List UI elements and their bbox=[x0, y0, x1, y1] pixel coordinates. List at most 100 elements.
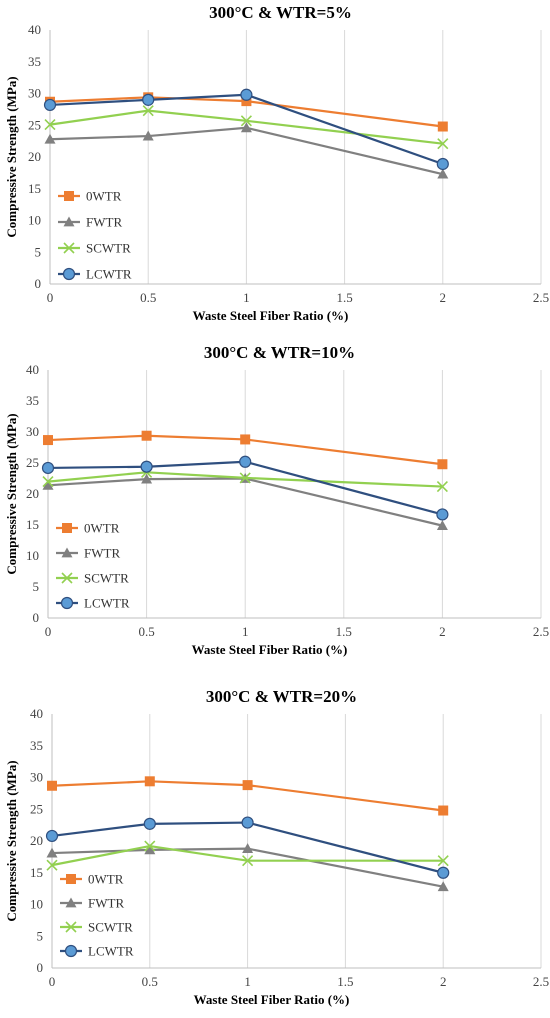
data-point bbox=[240, 115, 252, 127]
legend-marker bbox=[62, 523, 72, 533]
chart-title: 300°C & WTR=5% bbox=[209, 3, 352, 22]
y-tick-label: 15 bbox=[26, 517, 39, 532]
data-point bbox=[239, 472, 251, 484]
data-point bbox=[437, 168, 449, 179]
x-tick-label: 0 bbox=[49, 974, 56, 989]
chart-title: 300°C & WTR=10% bbox=[204, 343, 355, 362]
data-point bbox=[240, 88, 253, 101]
y-tick-label: 0 bbox=[37, 960, 44, 975]
y-tick-label: 20 bbox=[28, 149, 41, 164]
legend-marker bbox=[64, 191, 74, 201]
y-axis-label: Compressive Strength (MPa) bbox=[4, 76, 19, 237]
data-point bbox=[144, 840, 156, 852]
legend-marker bbox=[61, 572, 73, 584]
series-0WTR bbox=[47, 776, 449, 816]
legend-label: LCWTR bbox=[86, 267, 132, 282]
series-line bbox=[49, 96, 443, 128]
data-point bbox=[143, 817, 156, 830]
x-tick-label: 1 bbox=[243, 290, 250, 305]
data-point bbox=[142, 93, 155, 106]
data-point bbox=[144, 844, 156, 855]
legend-marker bbox=[65, 897, 77, 908]
y-tick-label: 15 bbox=[30, 865, 43, 880]
data-point bbox=[45, 829, 59, 843]
x-tick-label: 1 bbox=[242, 624, 249, 639]
y-tick-label: 25 bbox=[28, 117, 41, 132]
chart-2: 300°C & WTR=10% 0 5 10 15 20 25 30 35 40 0 0.5 1 1.5 2… bbox=[4, 343, 549, 657]
data-point bbox=[144, 776, 155, 787]
y-axis-label: Compressive Strength (MPa) bbox=[4, 760, 19, 921]
legend: 0WTR FWTR SCWTR LCWTR bbox=[60, 872, 134, 959]
data-point bbox=[141, 430, 152, 441]
data-point bbox=[436, 508, 449, 521]
x-tick-label: 0.5 bbox=[142, 974, 158, 989]
chart-title: 300°C & WTR=20% bbox=[206, 687, 357, 706]
data-point bbox=[436, 157, 449, 171]
data-point bbox=[436, 480, 448, 493]
y-tick-label: 5 bbox=[35, 244, 42, 259]
series-line bbox=[49, 109, 443, 145]
y-tick-label: 15 bbox=[28, 181, 41, 196]
data-point bbox=[47, 780, 57, 791]
data-point bbox=[240, 434, 251, 445]
series-line bbox=[51, 847, 444, 888]
legend: 0WTR FWTR SCWTR LCWTR bbox=[58, 189, 132, 282]
y-tick-label: 25 bbox=[26, 455, 39, 470]
series-SCWTR bbox=[44, 105, 449, 150]
legend-marker bbox=[64, 944, 78, 958]
y-tick-label: 5 bbox=[33, 579, 40, 594]
series-line bbox=[49, 93, 444, 166]
data-point bbox=[437, 866, 450, 879]
data-point bbox=[437, 121, 448, 132]
x-tick-label: 2.5 bbox=[533, 974, 549, 989]
data-point bbox=[242, 843, 254, 854]
y-tick-label: 25 bbox=[30, 801, 43, 816]
data-point bbox=[140, 460, 153, 473]
y-tick-label: 20 bbox=[26, 486, 39, 501]
y-tick-label: 30 bbox=[26, 424, 39, 439]
data-point bbox=[142, 130, 154, 141]
series-FWTR bbox=[46, 843, 449, 892]
y-tick-label: 10 bbox=[28, 213, 41, 228]
y-tick-label: 0 bbox=[33, 610, 40, 625]
legend-marker bbox=[63, 242, 75, 254]
y-axis-label: Compressive Strength (MPa) bbox=[4, 413, 19, 574]
data-point bbox=[437, 855, 449, 867]
x-tick-label: 2.5 bbox=[533, 624, 549, 639]
legend-label: 0WTR bbox=[86, 189, 122, 204]
legend-label: LCWTR bbox=[88, 944, 134, 959]
data-point bbox=[142, 105, 154, 117]
data-point bbox=[46, 847, 58, 858]
x-tick-label: 2.5 bbox=[533, 290, 549, 305]
data-point bbox=[437, 138, 449, 150]
legend-label: 0WTR bbox=[88, 872, 124, 887]
legend-label: FWTR bbox=[84, 546, 120, 561]
y-tick-label: 30 bbox=[30, 770, 43, 785]
y-tick-label: 30 bbox=[28, 86, 41, 101]
y-tick-label: 35 bbox=[30, 738, 43, 753]
data-point bbox=[239, 455, 252, 468]
x-axis-label: Waste Steel Fiber Ratio (%) bbox=[192, 642, 348, 657]
legend-marker bbox=[61, 547, 73, 558]
x-axis-label: Waste Steel Fiber Ratio (%) bbox=[193, 308, 349, 323]
legend-label: SCWTR bbox=[84, 571, 129, 586]
x-tick-label: 2 bbox=[440, 290, 447, 305]
y-tick-label: 20 bbox=[30, 833, 43, 848]
legend-label: SCWTR bbox=[86, 241, 131, 256]
data-point bbox=[44, 119, 56, 131]
data-point bbox=[41, 461, 55, 475]
data-point bbox=[437, 881, 449, 892]
data-point bbox=[438, 805, 449, 816]
x-tick-label: 1.5 bbox=[337, 974, 353, 989]
x-axis-label: Waste Steel Fiber Ratio (%) bbox=[194, 992, 350, 1007]
series-0WTR bbox=[43, 430, 448, 470]
legend-marker bbox=[65, 921, 77, 933]
series-line bbox=[47, 471, 443, 488]
legend-label: 0WTR bbox=[84, 521, 120, 536]
chart-1: 300°C & WTR=5% 0 5 10 15 20 25 30 35 40 0 0.5 1 1.5 2 2… bbox=[4, 3, 549, 323]
data-point bbox=[242, 780, 253, 791]
data-point bbox=[437, 459, 448, 470]
data-point bbox=[43, 435, 53, 446]
y-tick-label: 35 bbox=[28, 54, 41, 69]
series-line bbox=[47, 460, 443, 516]
